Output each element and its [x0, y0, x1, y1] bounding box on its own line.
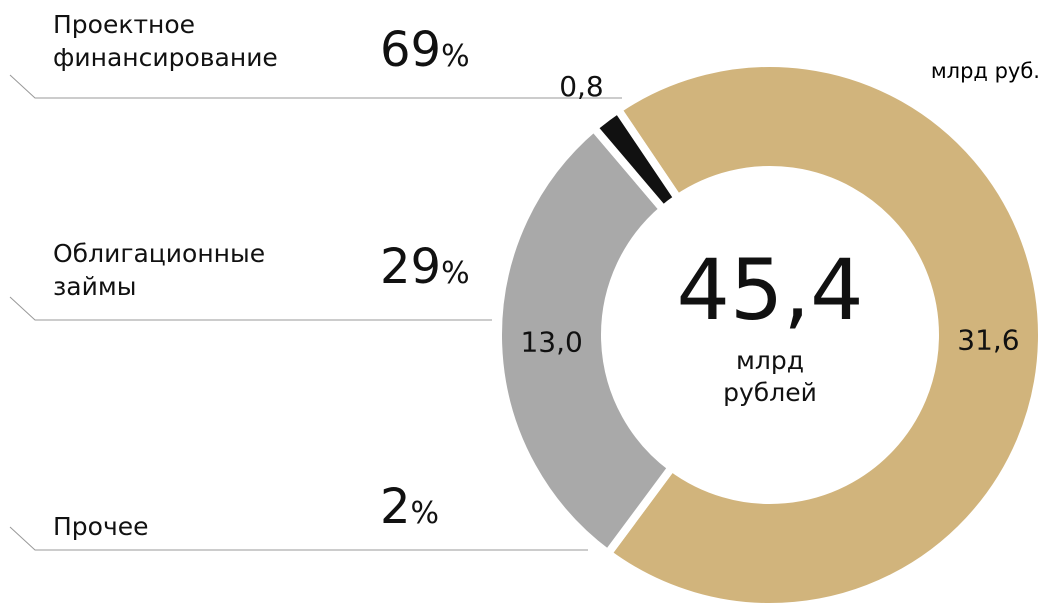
leader-line: [9, 296, 492, 321]
category-label: Проектное финансирование: [53, 10, 278, 72]
slice: [588, 103, 684, 215]
share-value: 2: [380, 479, 411, 535]
slice: [602, 59, 1046, 610]
value-label: 31,6: [957, 323, 1019, 356]
share-unit: %: [441, 256, 470, 291]
slices: [494, 59, 1046, 610]
unit-label: млрд руб.: [931, 59, 1040, 83]
value-label: 13,0: [520, 326, 582, 359]
share: 29%: [380, 242, 470, 299]
category-label: Облигационные займы: [53, 239, 266, 301]
slice: [494, 122, 678, 560]
share: 69%: [380, 25, 470, 82]
share-value: 69: [380, 22, 442, 78]
leader-line: [9, 74, 622, 99]
share-unit: %: [410, 496, 440, 531]
share: 2%: [380, 482, 439, 539]
value-label: 0,8: [559, 70, 604, 103]
total-value: 45,4: [676, 241, 864, 339]
share-value: 29: [380, 239, 442, 295]
share-unit: %: [441, 39, 470, 74]
leader-line: [9, 526, 588, 551]
leader-lines: [9, 74, 622, 551]
category-label: Прочее: [53, 512, 149, 541]
total-unit: млрд рублей: [723, 346, 817, 407]
